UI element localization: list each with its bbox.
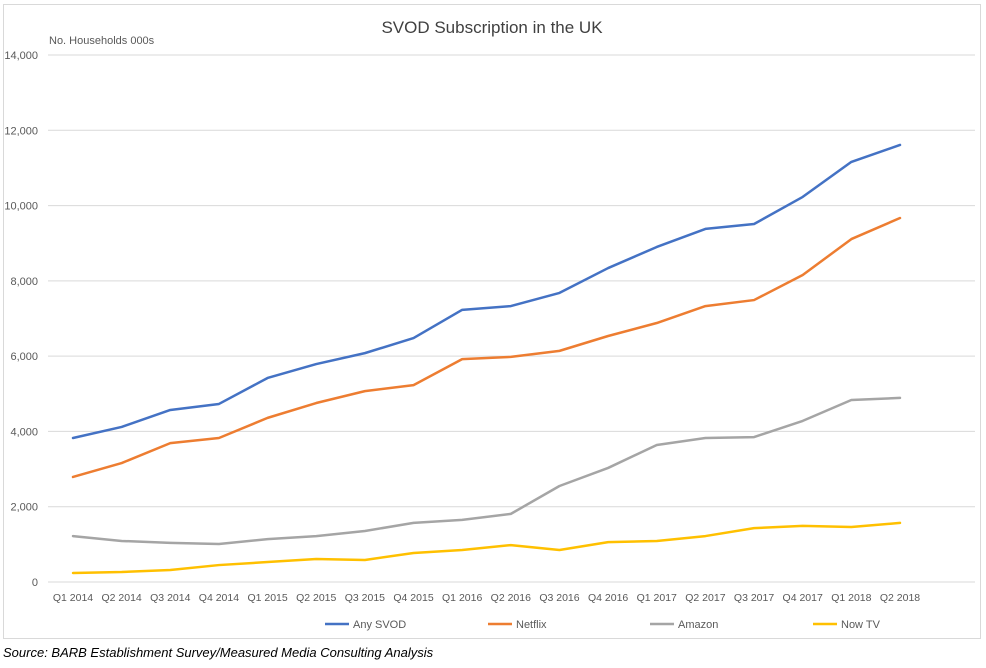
y-tick-label: 2,000: [10, 502, 38, 514]
y-axis-label: No. Households 000s: [49, 35, 155, 47]
legend-label: Amazon: [678, 619, 718, 631]
x-tick-label: Q2 2014: [101, 592, 141, 604]
y-tick-label: 8,000: [10, 276, 38, 288]
series-line-now-tv: [71, 521, 902, 575]
series-line-any-svod: [71, 143, 902, 440]
x-tick-label: Q3 2015: [345, 592, 385, 604]
x-tick-label: Q2 2018: [880, 592, 920, 604]
x-tick-label: Q1 2015: [247, 592, 287, 604]
series-line-netflix: [71, 216, 902, 479]
y-tick-label: 12,000: [4, 125, 38, 137]
source-note: Source: BARB Establishment Survey/Measur…: [3, 645, 434, 660]
x-tick-label: Q1 2014: [53, 592, 93, 604]
y-tick-label: 10,000: [4, 201, 38, 213]
x-tick-label: Q4 2015: [393, 592, 433, 604]
series-line-amazon: [71, 396, 902, 546]
x-tick-label: Q2 2015: [296, 592, 336, 604]
legend-label: Any SVOD: [353, 619, 406, 631]
x-tick-label: Q1 2017: [637, 592, 677, 604]
y-tick-label: 4,000: [10, 426, 38, 438]
x-tick-label: Q4 2017: [783, 592, 823, 604]
x-tick-label: Q4 2016: [588, 592, 628, 604]
x-tick-label: Q1 2018: [831, 592, 871, 604]
chart-title: SVOD Subscription in the UK: [381, 18, 603, 37]
y-tick-label: 0: [32, 577, 38, 589]
legend-label: Now TV: [841, 619, 881, 631]
legend-label: Netflix: [516, 619, 547, 631]
x-tick-label: Q3 2017: [734, 592, 774, 604]
x-tick-label: Q3 2014: [150, 592, 190, 604]
x-tick-label: Q1 2016: [442, 592, 482, 604]
x-tick-label: Q4 2014: [199, 592, 239, 604]
y-tick-label: 14,000: [4, 50, 38, 62]
y-tick-label: 6,000: [10, 351, 38, 363]
chart-frame: [3, 4, 981, 639]
x-tick-label: Q3 2016: [539, 592, 579, 604]
x-tick-label: Q2 2017: [685, 592, 725, 604]
x-tick-label: Q2 2016: [491, 592, 531, 604]
